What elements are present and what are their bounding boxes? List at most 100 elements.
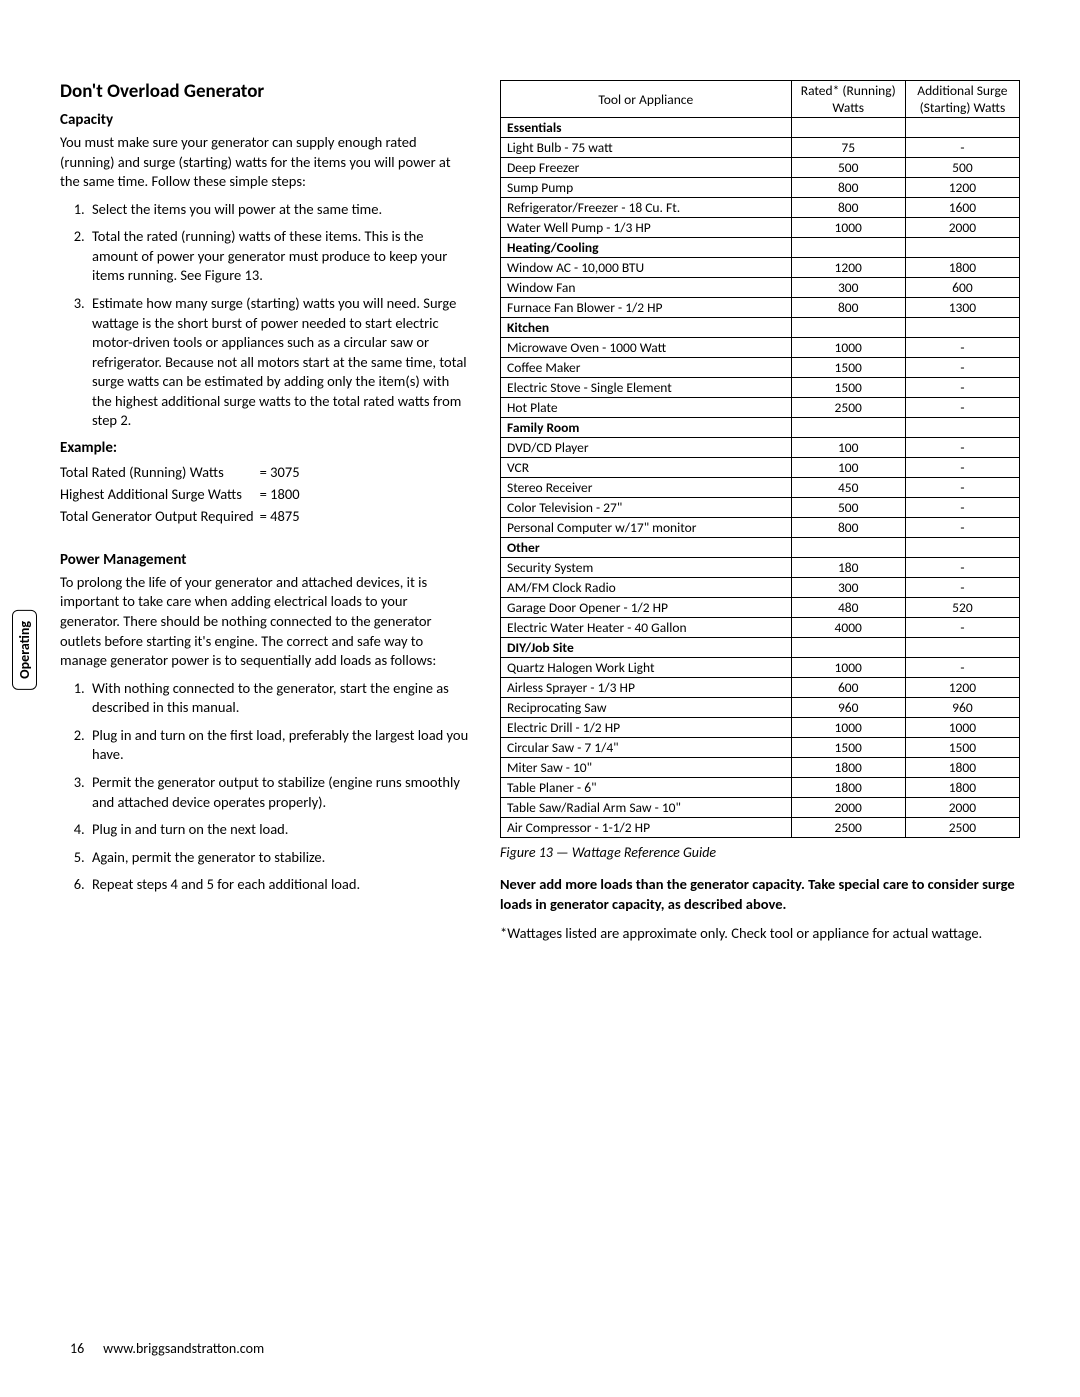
watt-row: Water Well Pump - 1/3 HP10002000: [501, 218, 1020, 238]
example-value: = 4875: [260, 505, 306, 527]
watt-rated: 1200: [791, 258, 905, 278]
watt-surge: -: [905, 478, 1019, 498]
watt-surge: 1800: [905, 778, 1019, 798]
watt-surge: 2000: [905, 218, 1019, 238]
watt-category-name: Essentials: [501, 118, 792, 138]
watt-surge: 960: [905, 698, 1019, 718]
watt-surge: 520: [905, 598, 1019, 618]
example-value: = 3075: [260, 461, 306, 483]
watt-surge: -: [905, 558, 1019, 578]
watt-rated: 500: [791, 498, 905, 518]
watt-tool: Table Saw/Radial Arm Saw - 10": [501, 798, 792, 818]
watt-category-name: Other: [501, 538, 792, 558]
section-title: Don't Overload Generator: [60, 80, 470, 103]
watt-tool: Hot Plate: [501, 398, 792, 418]
watt-tool: DVD/CD Player: [501, 438, 792, 458]
example-label: Total Generator Output Required: [60, 505, 260, 527]
capacity-step: Total the rated (running) watts of these…: [88, 227, 470, 286]
watt-rated: 1500: [791, 378, 905, 398]
watt-surge: -: [905, 358, 1019, 378]
watt-surge: -: [905, 618, 1019, 638]
watt-row: Hot Plate2500-: [501, 398, 1020, 418]
watt-rated: 1000: [791, 218, 905, 238]
watt-surge: 500: [905, 158, 1019, 178]
watt-surge: 1800: [905, 758, 1019, 778]
watt-tool: Water Well Pump - 1/3 HP: [501, 218, 792, 238]
watt-rated: 2500: [791, 818, 905, 838]
watt-row: Quartz Halogen Work Light1000-: [501, 658, 1020, 678]
watt-rated: 960: [791, 698, 905, 718]
watt-surge: -: [905, 378, 1019, 398]
watt-rated: 1800: [791, 758, 905, 778]
watt-tool: Window AC - 10,000 BTU: [501, 258, 792, 278]
watt-tool: Electric Drill - 1/2 HP: [501, 718, 792, 738]
watt-row: Air Compressor - 1-1/2 HP25002500: [501, 818, 1020, 838]
watt-surge: -: [905, 138, 1019, 158]
watt-row: Airless Sprayer - 1/3 HP6001200: [501, 678, 1020, 698]
watt-category-row: Essentials: [501, 118, 1020, 138]
watt-row: Window AC - 10,000 BTU12001800: [501, 258, 1020, 278]
watt-rated: 600: [791, 678, 905, 698]
footer-url: www.briggsandstratton.com: [103, 1340, 264, 1357]
watt-rated: 1000: [791, 658, 905, 678]
example-label: Total Rated (Running) Watts: [60, 461, 260, 483]
watt-row: Refrigerator/Freezer - 18 Cu. Ft.8001600: [501, 198, 1020, 218]
watt-tool: Electric Stove - Single Element: [501, 378, 792, 398]
watt-row: Security System180-: [501, 558, 1020, 578]
watt-surge: 600: [905, 278, 1019, 298]
watt-rated: 1500: [791, 738, 905, 758]
watt-tool: Stereo Receiver: [501, 478, 792, 498]
watt-tool: AM/FM Clock Radio: [501, 578, 792, 598]
watt-header-tool: Tool or Appliance: [501, 81, 792, 118]
watt-tool: Color Television - 27": [501, 498, 792, 518]
watt-rated: 1000: [791, 338, 905, 358]
watt-tool: Miter Saw - 10": [501, 758, 792, 778]
example-heading: Example:: [60, 439, 470, 457]
watt-category-row: Heating/Cooling: [501, 238, 1020, 258]
warning-text: Never add more loads than the generator …: [500, 875, 1020, 914]
power-mgmt-step: Plug in and turn on the next load.: [88, 820, 470, 840]
watt-tool: Reciprocating Saw: [501, 698, 792, 718]
watt-surge: -: [905, 458, 1019, 478]
side-tab-operating: Operating: [12, 610, 37, 690]
watt-category-row: Kitchen: [501, 318, 1020, 338]
watt-row: Electric Drill - 1/2 HP10001000: [501, 718, 1020, 738]
capacity-heading: Capacity: [60, 111, 470, 129]
watt-row: Electric Water Heater - 40 Gallon4000-: [501, 618, 1020, 638]
watt-rated: 2000: [791, 798, 905, 818]
page-footer: 16 www.briggsandstratton.com: [70, 1340, 264, 1357]
page-number: 16: [70, 1340, 100, 1357]
watt-surge: 2500: [905, 818, 1019, 838]
watt-surge: 1600: [905, 198, 1019, 218]
watt-rated: 1500: [791, 358, 905, 378]
watt-tool: Table Planer - 6": [501, 778, 792, 798]
watt-category-name: Family Room: [501, 418, 792, 438]
watt-surge: 2000: [905, 798, 1019, 818]
watt-row: Light Bulb - 75 watt75-: [501, 138, 1020, 158]
watt-rated: 300: [791, 578, 905, 598]
watt-row: Stereo Receiver450-: [501, 478, 1020, 498]
watt-tool: Light Bulb - 75 watt: [501, 138, 792, 158]
watt-category-row: DIY/Job Site: [501, 638, 1020, 658]
capacity-step: Select the items you will power at the s…: [88, 200, 470, 220]
watt-surge: 1200: [905, 178, 1019, 198]
wattage-table: Tool or Appliance Rated* (Running) Watts…: [500, 80, 1020, 838]
watt-row: Circular Saw - 7 1/4"15001500: [501, 738, 1020, 758]
capacity-intro: You must make sure your generator can su…: [60, 133, 470, 192]
watt-tool: VCR: [501, 458, 792, 478]
watt-row: Furnace Fan Blower - 1/2 HP8001300: [501, 298, 1020, 318]
power-mgmt-step: With nothing connected to the generator,…: [88, 679, 470, 718]
power-mgmt-step: Again, permit the generator to stabilize…: [88, 848, 470, 868]
watt-surge: -: [905, 438, 1019, 458]
watt-rated: 1800: [791, 778, 905, 798]
watt-tool: Air Compressor - 1-1/2 HP: [501, 818, 792, 838]
watt-header-rated: Rated* (Running) Watts: [791, 81, 905, 118]
watt-category-row: Other: [501, 538, 1020, 558]
watt-header-surge: Additional Surge (Starting) Watts: [905, 81, 1019, 118]
watt-row: AM/FM Clock Radio300-: [501, 578, 1020, 598]
watt-surge: -: [905, 578, 1019, 598]
watt-tool: Furnace Fan Blower - 1/2 HP: [501, 298, 792, 318]
power-mgmt-step: Permit the generator output to stabilize…: [88, 773, 470, 812]
watt-row: Coffee Maker1500-: [501, 358, 1020, 378]
watt-row: Sump Pump8001200: [501, 178, 1020, 198]
